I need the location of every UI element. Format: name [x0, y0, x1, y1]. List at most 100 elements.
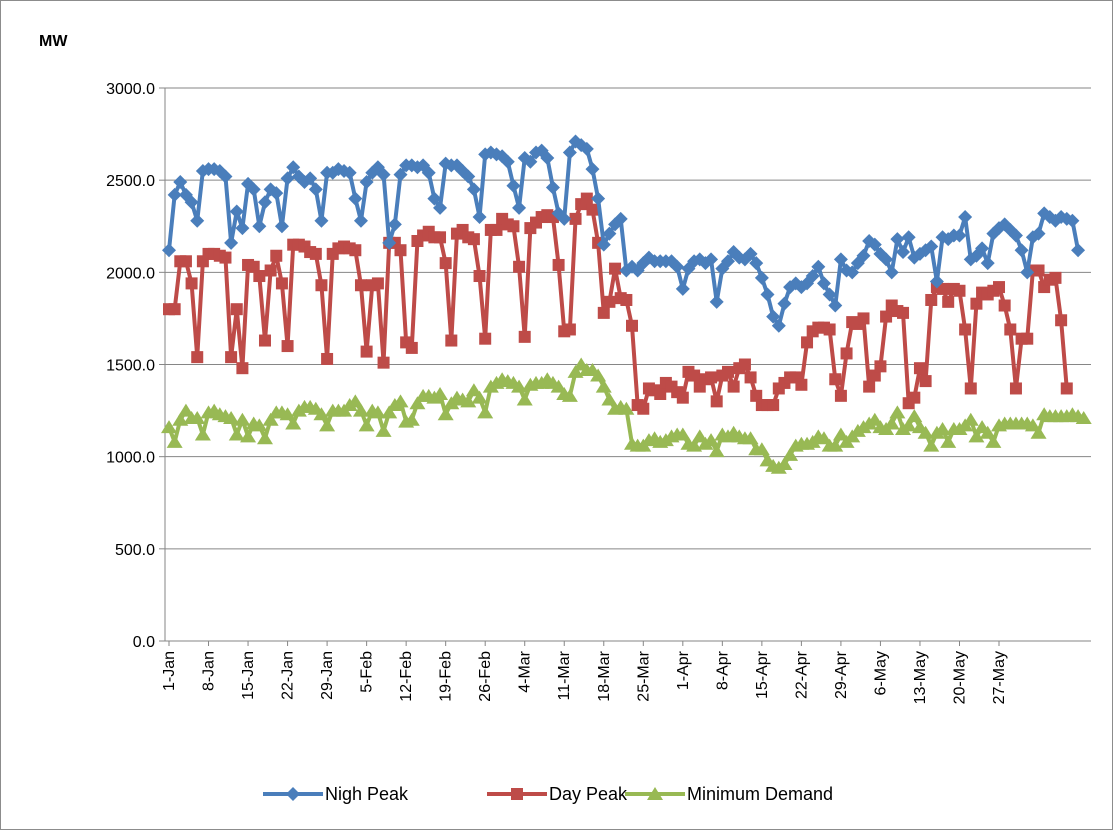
day-peak-point: [1055, 314, 1068, 327]
nigh-peak-point: [760, 287, 775, 302]
minimum-demand-point: [934, 422, 951, 436]
day-peak-point: [1060, 382, 1073, 395]
day-peak-point: [275, 277, 288, 290]
nigh-peak-point: [382, 235, 397, 250]
nigh-peak-point: [562, 145, 577, 160]
day-peak-point: [569, 212, 582, 225]
nigh-peak-point: [257, 195, 272, 210]
day-peak-point: [445, 334, 458, 347]
y-tick-label: 1500.0: [106, 358, 155, 375]
nigh-peak-point: [771, 318, 786, 333]
minimum-demand-point: [815, 431, 832, 445]
minimum-demand-point: [432, 386, 449, 400]
minimum-demand-point: [251, 418, 268, 432]
minimum-demand-point: [437, 407, 454, 421]
day-peak-point: [586, 203, 599, 216]
minimum-demand-point: [776, 457, 793, 471]
minimum-demand-point: [511, 379, 528, 393]
nigh-peak-point: [754, 270, 769, 285]
day-peak-point: [580, 192, 593, 205]
minimum-demand-point: [601, 392, 618, 406]
day-peak-point: [360, 345, 373, 358]
minimum-demand-point: [753, 442, 770, 456]
day-peak-point: [225, 351, 238, 364]
minimum-demand-point: [403, 412, 420, 426]
minimum-demand-point: [347, 394, 364, 408]
x-tick-label: 26-Feb: [477, 651, 494, 702]
day-peak-point: [959, 323, 972, 336]
nigh-peak-point: [975, 241, 990, 256]
nigh-peak-point: [980, 256, 995, 271]
day-peak-point: [219, 251, 232, 264]
minimum-demand-point: [979, 425, 996, 439]
x-tick-label: 8-Apr: [714, 650, 731, 690]
x-tick-label: 13-May: [912, 651, 929, 704]
nigh-peak-point: [235, 221, 250, 236]
nigh-peak-point: [585, 162, 600, 177]
minimum-demand-point: [595, 379, 612, 393]
day-peak-point: [993, 281, 1006, 294]
x-tick-label: 15-Jan: [240, 651, 257, 700]
series-day-peak: [163, 192, 1073, 415]
nigh-peak-point: [461, 169, 476, 184]
nigh-peak-point: [749, 256, 764, 271]
nigh-peak-point: [376, 167, 391, 182]
x-tick-label: 29-Jan: [319, 651, 336, 700]
minimum-demand-point: [618, 401, 635, 415]
nigh-peak-point: [557, 211, 572, 226]
x-tick-label: 11-Mar: [556, 650, 573, 700]
nigh-peak-point: [896, 245, 911, 260]
x-tick-label: 22-Apr: [793, 650, 810, 699]
x-tick-label: 6-May: [872, 651, 889, 695]
minimum-demand-point: [240, 429, 257, 443]
legend-swatch-marker: [647, 787, 663, 800]
day-peak-point: [637, 402, 650, 415]
day-peak-point: [727, 380, 740, 393]
x-tick-label: 8-Jan: [201, 651, 218, 691]
day-peak-point: [654, 387, 667, 400]
nigh-peak-point: [856, 248, 871, 263]
nigh-peak-point: [1065, 213, 1080, 228]
day-peak-point: [710, 395, 723, 408]
minimum-demand-point: [477, 405, 494, 419]
nigh-peak-point: [720, 254, 735, 269]
minimum-demand-point: [985, 434, 1002, 448]
day-peak-point: [840, 347, 853, 360]
minimum-demand-point: [1075, 410, 1092, 424]
day-peak-point: [744, 371, 757, 384]
minimum-demand-point: [465, 383, 482, 397]
minimum-demand-point: [827, 438, 844, 452]
day-peak-point: [750, 389, 763, 402]
nigh-peak-point: [167, 187, 182, 202]
nigh-peak-point: [466, 182, 481, 197]
nigh-peak-point: [602, 226, 617, 241]
day-peak-point: [953, 284, 966, 297]
day-peak-point: [439, 257, 452, 270]
nigh-peak-point: [1020, 265, 1035, 280]
minimum-demand-point: [703, 433, 720, 447]
minimum-demand-point: [279, 407, 296, 421]
day-peak-point: [925, 293, 938, 306]
nigh-peak-point: [675, 281, 690, 296]
nigh-peak-point: [353, 213, 368, 228]
day-peak-point: [919, 375, 932, 388]
day-peak-point: [434, 231, 447, 244]
minimum-demand-point: [940, 434, 957, 448]
nigh-peak-point: [867, 237, 882, 252]
day-peak-point: [196, 255, 209, 268]
nigh-peak-point: [523, 154, 538, 169]
nigh-peak-point: [359, 175, 374, 190]
nigh-peak-point: [472, 210, 487, 225]
nigh-peak-point: [190, 213, 205, 228]
nigh-peak-point: [427, 191, 442, 206]
nigh-peak-point: [890, 232, 905, 247]
day-peak-point: [801, 336, 814, 349]
day-peak-point: [1009, 382, 1022, 395]
day-peak-point: [394, 244, 407, 257]
day-peak-point: [236, 362, 249, 375]
day-peak-point: [688, 369, 701, 382]
minimum-demand-point: [194, 427, 211, 441]
nigh-peak-point: [929, 274, 944, 289]
day-peak-point: [857, 312, 870, 325]
